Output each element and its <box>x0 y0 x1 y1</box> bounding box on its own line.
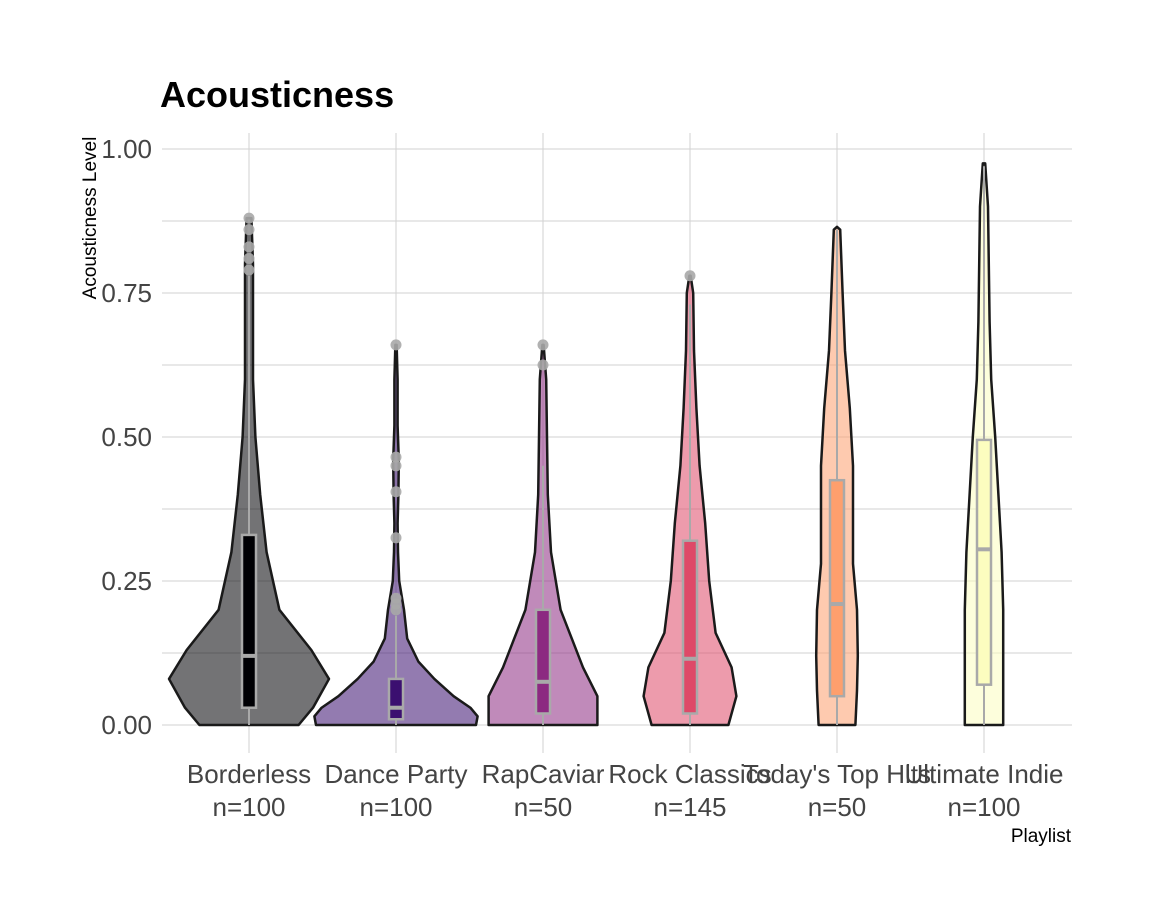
box <box>828 478 846 698</box>
outlier-point <box>390 532 402 544</box>
outlier-point <box>243 241 255 253</box>
violin-group <box>963 162 1005 727</box>
box <box>681 539 699 715</box>
violins <box>167 162 1005 727</box>
outlier-point <box>243 224 255 236</box>
x-tick-count: n=50 <box>808 792 867 822</box>
outlier-point <box>537 339 549 351</box>
x-tick-count: n=100 <box>947 792 1020 822</box>
y-tick-label: 1.00 <box>101 134 152 164</box>
box <box>387 677 405 721</box>
outlier-point <box>537 359 549 371</box>
x-tick-count: n=100 <box>212 792 285 822</box>
violin-group <box>487 339 599 727</box>
x-tick-count: n=100 <box>359 792 432 822</box>
violin-group <box>642 270 738 727</box>
outlier-point <box>243 212 255 224</box>
violin-group <box>814 225 860 727</box>
y-tick-label: 0.00 <box>101 710 152 740</box>
chart-title: Acousticness <box>160 74 394 115</box>
outlier-point <box>390 592 402 604</box>
violin-group <box>167 212 331 727</box>
outlier-point <box>390 460 402 472</box>
y-tick-label: 0.75 <box>101 278 152 308</box>
box <box>534 608 552 715</box>
outlier-point <box>243 264 255 276</box>
y-axis-label: Acousticness Level <box>80 137 101 300</box>
outlier-point <box>390 339 402 351</box>
axes: 0.000.250.500.751.00Borderlessn=100Dance… <box>101 134 1063 822</box>
outlier-point <box>243 252 255 264</box>
x-tick-count: n=50 <box>514 792 573 822</box>
y-tick-label: 0.50 <box>101 422 152 452</box>
violin-group <box>313 339 479 727</box>
outlier-point <box>390 451 402 463</box>
box <box>240 533 258 709</box>
x-tick-label: Dance Party <box>324 759 467 789</box>
x-tick-label: Today's Top Hits <box>743 759 931 789</box>
y-tick-label: 0.25 <box>101 566 152 596</box>
x-tick-count: n=145 <box>653 792 726 822</box>
box <box>975 438 993 686</box>
x-tick-label: Rock Classics <box>608 759 771 789</box>
outlier-point <box>684 270 696 282</box>
x-tick-label: Borderless <box>187 759 311 789</box>
x-tick-label: RapCaviar <box>482 759 605 789</box>
x-tick-label: Ultimate Indie <box>905 759 1064 789</box>
x-axis-label: Playlist <box>1011 826 1072 847</box>
outlier-point <box>390 486 402 498</box>
